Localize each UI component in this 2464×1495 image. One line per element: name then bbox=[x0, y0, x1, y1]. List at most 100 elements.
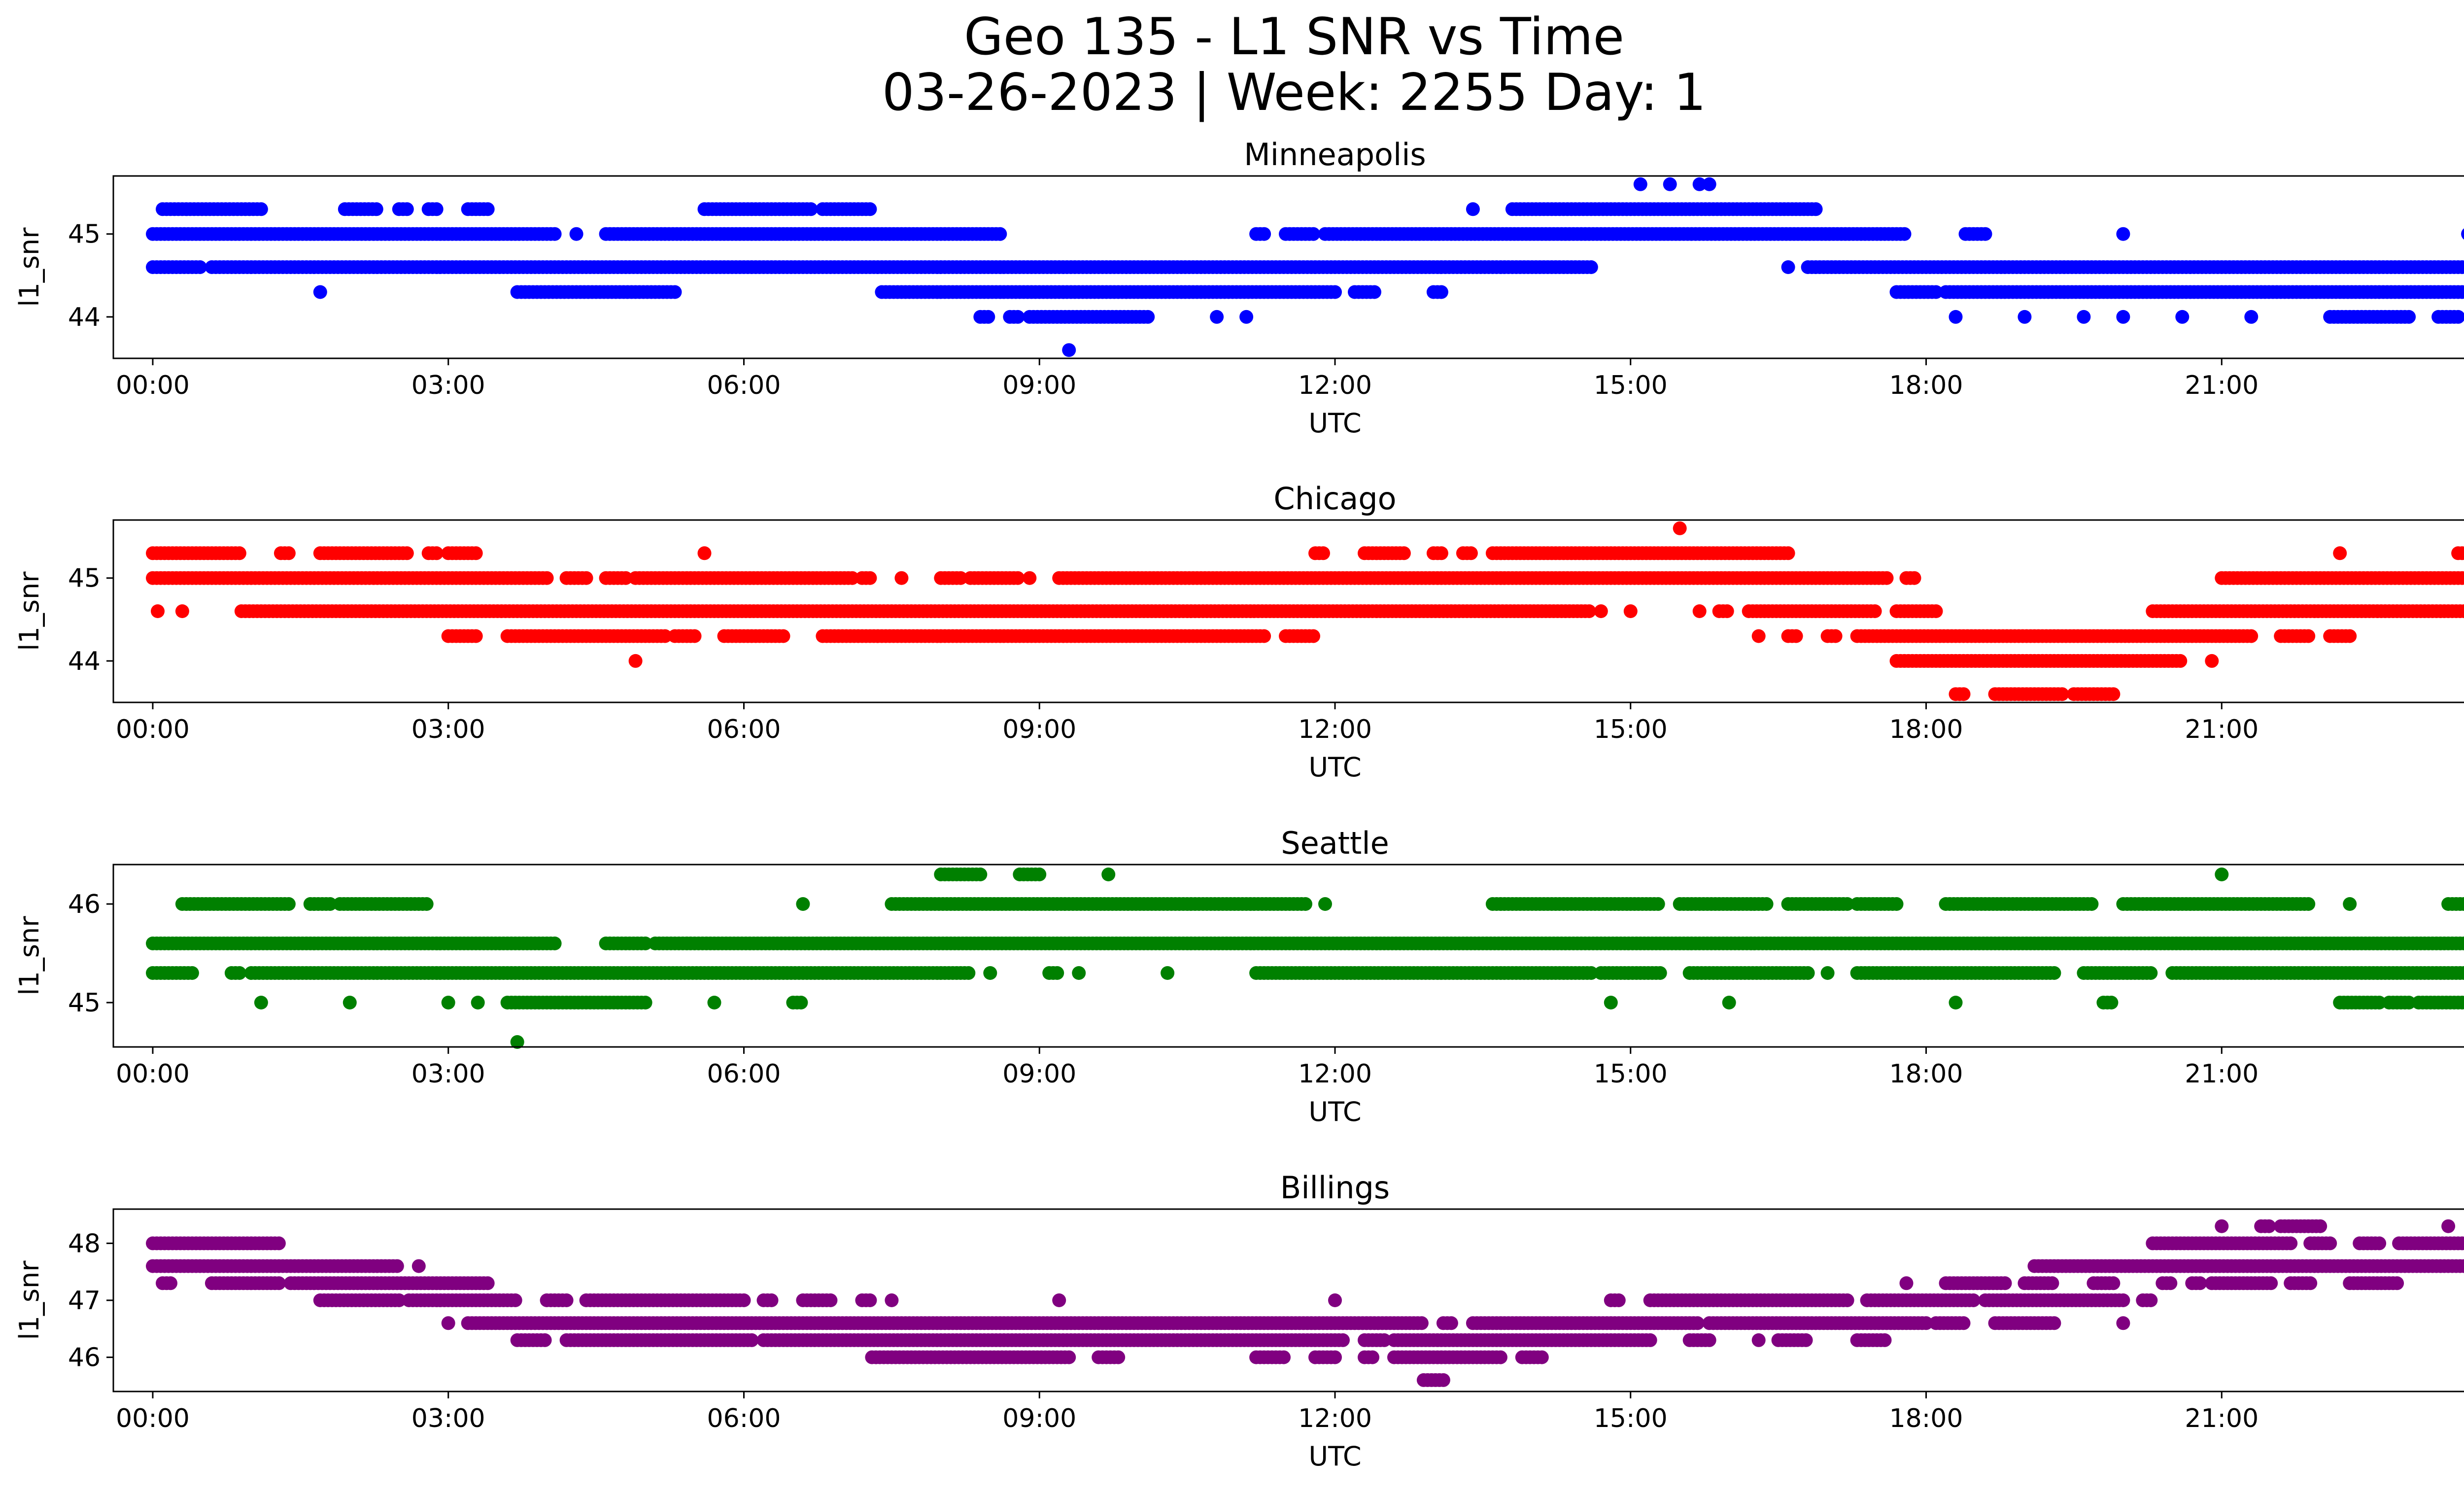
x-tick-label: 18:00 bbox=[1889, 371, 1963, 400]
x-tick-label: 00:00 bbox=[116, 1059, 190, 1089]
x-tick-label: 15:00 bbox=[1594, 371, 1668, 400]
data-point bbox=[281, 546, 296, 560]
data-point bbox=[1929, 285, 1943, 299]
x-tick-label: 06:00 bbox=[707, 371, 781, 400]
data-point bbox=[1464, 546, 1478, 560]
subplots: Minneapolis 00:00 03:00 06:00 09:00 12:00 15:0… bbox=[14, 137, 2464, 1472]
data-point bbox=[2461, 228, 2464, 240]
data-point bbox=[1257, 629, 1271, 643]
x-tick-label: 21:00 bbox=[2185, 715, 2259, 744]
x-tick-label: 18:00 bbox=[1889, 715, 1963, 744]
x-tick-label: 15:00 bbox=[1594, 1059, 1668, 1089]
y-tick-label: 46 bbox=[68, 890, 101, 919]
x-tick-label: 03:00 bbox=[411, 715, 485, 744]
data-point bbox=[1011, 571, 1025, 585]
x-axis-label: UTC bbox=[1308, 408, 1361, 439]
data-point bbox=[2215, 1219, 2229, 1233]
data-point bbox=[1032, 868, 1047, 881]
data-point bbox=[441, 996, 455, 1009]
x-tick-label: 09:00 bbox=[1002, 715, 1076, 744]
data-point bbox=[894, 571, 909, 585]
data-point bbox=[1011, 310, 1025, 324]
data-point bbox=[1434, 546, 1448, 560]
data-point bbox=[281, 897, 296, 911]
data-point bbox=[2173, 654, 2188, 668]
data-point bbox=[1781, 260, 1795, 274]
data-point bbox=[429, 546, 444, 560]
data-point bbox=[1604, 996, 1618, 1009]
data-point bbox=[1949, 996, 1963, 1009]
data-points bbox=[146, 177, 2464, 357]
data-point bbox=[1956, 687, 1971, 701]
x-tick-label: 06:00 bbox=[707, 715, 781, 744]
data-point bbox=[1397, 546, 1411, 560]
y-tick-label: 45 bbox=[68, 220, 101, 249]
data-point bbox=[1720, 604, 1734, 618]
data-point bbox=[2343, 897, 2357, 911]
data-point bbox=[2343, 629, 2357, 643]
x-tick-label: 21:00 bbox=[2185, 1059, 2259, 1089]
data-point bbox=[1594, 604, 1608, 618]
data-point bbox=[1907, 571, 1921, 585]
subplot-title: Billings bbox=[1280, 1170, 1390, 1206]
data-point bbox=[1868, 604, 1882, 618]
data-point bbox=[193, 260, 207, 274]
data-point bbox=[1141, 310, 1155, 324]
data-point bbox=[2144, 966, 2158, 980]
x-tick-label: 21:00 bbox=[2185, 371, 2259, 400]
data-point bbox=[390, 1259, 404, 1273]
data-point bbox=[2106, 687, 2121, 701]
x-tick-label: 06:00 bbox=[707, 1059, 781, 1089]
data-point bbox=[2441, 1219, 2456, 1233]
y-tick-label: 44 bbox=[68, 303, 101, 332]
data-points bbox=[146, 521, 2464, 701]
data-point bbox=[2205, 654, 2219, 668]
data-point bbox=[2459, 571, 2464, 585]
data-point bbox=[548, 227, 562, 241]
data-point bbox=[1101, 868, 1116, 881]
data-point bbox=[254, 202, 268, 216]
data-point bbox=[429, 202, 444, 216]
data-point bbox=[1789, 629, 1803, 643]
data-point bbox=[1759, 897, 1774, 911]
data-point bbox=[1702, 177, 1716, 191]
y-axis-label: l1_snr bbox=[14, 916, 45, 996]
data-point bbox=[981, 310, 995, 324]
x-axis-label: UTC bbox=[1308, 1096, 1361, 1127]
data-point bbox=[1434, 285, 1448, 299]
data-point bbox=[2451, 310, 2464, 324]
data-point bbox=[342, 996, 357, 1009]
figure-title-line2: 03-26-2023 | Week: 2255 Day: 1 bbox=[882, 63, 1706, 122]
data-point bbox=[2116, 310, 2130, 324]
y-tick-label: 45 bbox=[68, 564, 101, 593]
data-point bbox=[1316, 546, 1330, 560]
data-point bbox=[175, 604, 189, 618]
data-point bbox=[1306, 227, 1320, 241]
data-point bbox=[1299, 897, 1312, 911]
data-point bbox=[618, 571, 633, 585]
x-tick-label: 09:00 bbox=[1002, 371, 1076, 400]
data-point bbox=[1897, 227, 1912, 241]
data-point bbox=[2055, 687, 2069, 701]
x-tick-label: 12:00 bbox=[1298, 371, 1372, 400]
data-point bbox=[2301, 897, 2316, 911]
x-tick-label: 15:00 bbox=[1594, 715, 1668, 744]
data-point bbox=[697, 546, 712, 560]
data-point bbox=[1978, 227, 1992, 241]
data-point bbox=[2459, 285, 2464, 299]
data-point bbox=[1306, 629, 1320, 643]
x-tick-label: 18:00 bbox=[1889, 1059, 1963, 1089]
y-tick-label: 44 bbox=[68, 647, 101, 676]
data-point bbox=[548, 937, 562, 950]
data-point bbox=[794, 996, 808, 1009]
data-point bbox=[2244, 310, 2259, 324]
data-point bbox=[411, 1259, 426, 1273]
data-point bbox=[1633, 177, 1647, 191]
data-point bbox=[1880, 571, 1894, 585]
data-point bbox=[2402, 310, 2416, 324]
data-point bbox=[2313, 1219, 2327, 1233]
subplot-title: Minneapolis bbox=[1244, 137, 1426, 173]
subplot-title: Chicago bbox=[1273, 481, 1396, 517]
